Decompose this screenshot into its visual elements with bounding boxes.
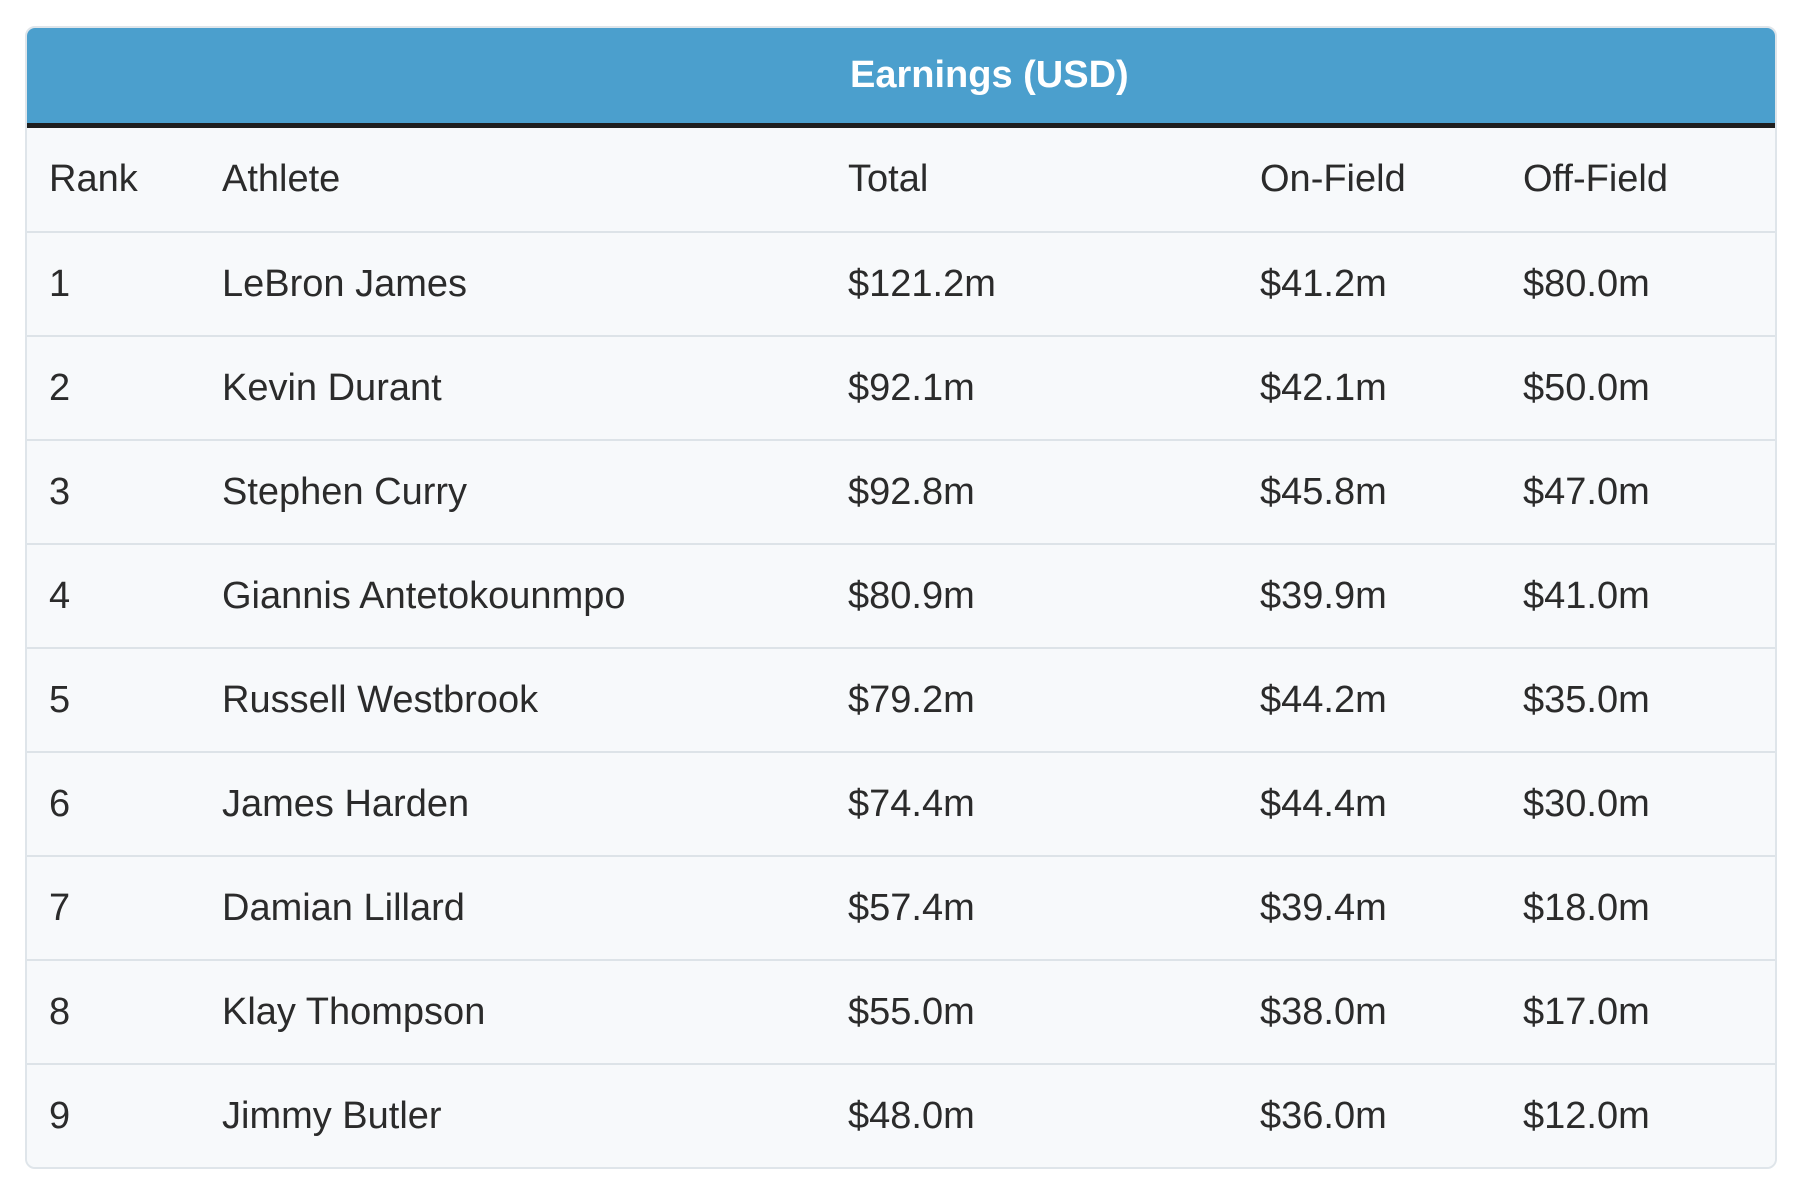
earnings-table: Earnings (USD) Rank Athlete Total On-Fie…	[25, 26, 1777, 1169]
table-row: 3 Stephen Curry $92.8m $45.8m $47.0m	[27, 440, 1775, 545]
table-row: 5 Russell Westbrook $79.2m $44.2m $35.0m	[27, 648, 1775, 753]
off-field-cell: $17.0m	[1501, 960, 1775, 1065]
total-cell: $121.2m	[826, 232, 1238, 337]
on-field-cell: $39.4m	[1238, 856, 1501, 961]
on-field-cell: $44.2m	[1238, 648, 1501, 753]
on-field-cell: $42.1m	[1238, 336, 1501, 441]
athlete-cell: James Harden	[200, 752, 826, 857]
on-field-cell: $45.8m	[1238, 440, 1501, 545]
rank-cell: 4	[27, 544, 200, 649]
column-header-row: Rank Athlete Total On-Field Off-Field	[27, 128, 1775, 233]
column-header-total: Total	[826, 128, 1238, 233]
table-row: 6 James Harden $74.4m $44.4m $30.0m	[27, 752, 1775, 857]
rank-cell: 8	[27, 960, 200, 1065]
off-field-cell: $30.0m	[1501, 752, 1775, 857]
off-field-cell: $47.0m	[1501, 440, 1775, 545]
on-field-cell: $36.0m	[1260, 1095, 1387, 1137]
total-cell: $80.9m	[826, 544, 1238, 649]
athlete-cell: Jimmy Butler	[222, 1095, 442, 1137]
rank-cell: 1	[27, 232, 200, 337]
rank-cell: 9	[49, 1095, 71, 1137]
total-cell: $57.4m	[826, 856, 1238, 961]
table-row: 2 Kevin Durant $92.1m $42.1m $50.0m	[27, 336, 1775, 441]
column-header-off-field: Off-Field	[1501, 128, 1775, 233]
group-header: Earnings (USD)	[27, 28, 1775, 128]
rank-cell: 5	[27, 648, 200, 753]
column-header-rank: Rank	[27, 128, 200, 233]
total-cell: $55.0m	[826, 960, 1238, 1065]
off-field-cell: $12.0m	[1523, 1095, 1650, 1137]
group-header-label: Earnings (USD)	[850, 54, 1129, 96]
column-header-on-field: On-Field	[1238, 128, 1501, 233]
table-row: 7 Damian Lillard $57.4m $39.4m $18.0m	[27, 856, 1775, 961]
athlete-cell: Russell Westbrook	[200, 648, 826, 753]
table-body: 1 LeBron James $121.2m $41.2m $80.0m 2 Kevin D…	[27, 232, 1775, 1167]
on-field-cell: $38.0m	[1238, 960, 1501, 1065]
total-cell: $74.4m	[826, 752, 1238, 857]
on-field-cell: $39.9m	[1238, 544, 1501, 649]
off-field-cell: $35.0m	[1501, 648, 1775, 753]
table-row: 9 Jimmy Butler $48.0m $36.0m $12.0m	[27, 1064, 1775, 1167]
off-field-cell: $41.0m	[1501, 544, 1775, 649]
column-header-athlete: Athlete	[200, 128, 826, 233]
off-field-cell: $18.0m	[1501, 856, 1775, 961]
total-cell: $92.1m	[826, 336, 1238, 441]
total-cell: $79.2m	[826, 648, 1238, 753]
rank-cell: 7	[27, 856, 200, 961]
athlete-cell: Stephen Curry	[200, 440, 826, 545]
rank-cell: 6	[27, 752, 200, 857]
table-row: 4 Giannis Antetokounmpo $80.9m $39.9m $41.0m	[27, 544, 1775, 649]
athlete-cell: Kevin Durant	[200, 336, 826, 441]
total-cell: $48.0m	[848, 1095, 975, 1137]
total-cell: $92.8m	[826, 440, 1238, 545]
off-field-cell: $80.0m	[1501, 232, 1775, 337]
on-field-cell: $41.2m	[1238, 232, 1501, 337]
athlete-cell: Giannis Antetokounmpo	[200, 544, 826, 649]
on-field-cell: $44.4m	[1238, 752, 1501, 857]
table-row: 1 LeBron James $121.2m $41.2m $80.0m	[27, 232, 1775, 337]
athlete-cell: Klay Thompson	[200, 960, 826, 1065]
off-field-cell: $50.0m	[1501, 336, 1775, 441]
athlete-cell: Damian Lillard	[200, 856, 826, 961]
table-row: 8 Klay Thompson $55.0m $38.0m $17.0m	[27, 960, 1775, 1065]
athlete-cell: LeBron James	[200, 232, 826, 337]
rank-cell: 2	[27, 336, 200, 441]
rank-cell: 3	[27, 440, 200, 545]
